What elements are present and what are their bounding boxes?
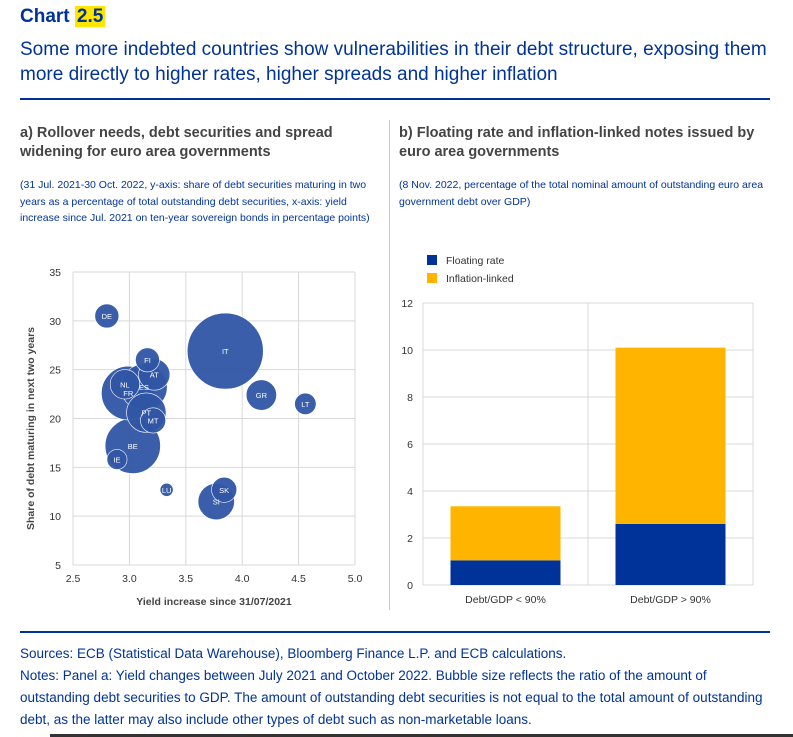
stacked-bar-chart: 0 2 4 6 8 10 12 Debt/GDP < 90% Debt/GDP > 90% Flo… [401, 255, 754, 606]
bubble-ie [106, 449, 128, 470]
bubble-label: AT [150, 371, 159, 380]
y-tick-label: 30 [49, 316, 61, 328]
panel-b-note: (8 Nov. 2022, percentage of the total no… [399, 179, 764, 208]
bar-inflation-linked-1 [450, 506, 561, 561]
y-tick-label: 20 [49, 414, 61, 426]
panel-b-title: b) Floating rate and inflation-linked no… [399, 125, 755, 160]
chart-headline: Some more indebted countries show vulner… [20, 39, 767, 85]
bubble-mt [140, 407, 166, 434]
bubble-label: NL [120, 380, 130, 389]
bubble-label: BE [128, 442, 138, 451]
x-tick-label: 2.5 [66, 573, 81, 585]
x-tick-label: Debt/GDP > 90% [630, 594, 711, 606]
footer-sources: Sources: ECB (Statistical Data Warehouse… [20, 646, 567, 661]
bubble-lt [294, 392, 317, 415]
panel-divider [389, 120, 390, 610]
legend-label: Floating rate [446, 255, 505, 267]
y-tick-label: 10 [401, 345, 413, 357]
y-tick-label: 0 [407, 580, 413, 592]
y-tick-label: 10 [49, 511, 61, 523]
chart-number: 2.5 [74, 6, 106, 27]
bar-floating-rate-1 [450, 560, 561, 585]
bar-inflation-linked-2 [615, 347, 726, 524]
x-tick-label: 4.0 [235, 573, 250, 585]
y-axis-title: Share of debt maturing in next two years [25, 327, 37, 530]
panel-a-note: (31 Jul. 2021-30 Oct. 2022, y-axis: shar… [20, 179, 370, 224]
bottom-edge [50, 734, 793, 737]
bubble-label: FR [123, 389, 134, 398]
legend-swatch [427, 255, 437, 265]
y-tick-label: 2 [407, 533, 413, 545]
y-tick-label: 4 [407, 486, 413, 498]
bubble-label: IE [113, 456, 120, 465]
bubble-label: ES [139, 383, 149, 392]
chart-label-text: Chart [20, 6, 70, 27]
x-axis-title: Yield increase since 31/07/2021 [136, 596, 292, 608]
x-tick-label: 4.5 [291, 573, 306, 585]
bubble-sk [211, 476, 238, 503]
bubble-label: FI [144, 356, 151, 365]
y-tick-label: 6 [407, 439, 413, 451]
x-tick-label: 5.0 [348, 573, 363, 585]
panel-a-title: a) Rollover needs, debt securities and s… [20, 125, 333, 160]
footer-rule [20, 631, 770, 633]
y-tick-label: 5 [55, 560, 61, 572]
chart-label: Chart 2.5 [20, 6, 106, 28]
bubble-label: SK [219, 486, 229, 495]
bar-floating-rate-2 [615, 523, 726, 585]
bubble-label: MT [148, 416, 159, 425]
bubble-label: DE [102, 312, 112, 321]
header-rule [20, 98, 770, 100]
bubble-label: LU [162, 486, 172, 495]
x-tick-label: 3.5 [178, 573, 193, 585]
bubble-nl [109, 369, 140, 400]
bubble-it [186, 312, 264, 390]
bubble-label: GR [256, 391, 268, 400]
y-tick-label: 35 [49, 267, 61, 279]
legend-swatch [427, 273, 437, 283]
bubble-label: PT [142, 409, 152, 418]
bubble-label: LT [301, 400, 310, 409]
footer: Sources: ECB (Statistical Data Warehouse… [20, 643, 780, 731]
y-tick-label: 25 [49, 365, 61, 377]
bubble-label: IT [222, 347, 229, 356]
bubble-gr [245, 379, 277, 411]
y-tick-label: 15 [49, 462, 61, 474]
bubble-label: SI [213, 498, 220, 507]
x-tick-label: Debt/GDP < 90% [465, 594, 546, 606]
bubble-chart: 2.5 3.0 3.5 4.0 4.5 5.0 5 10 15 20 25 30 35 Yield inc… [25, 267, 363, 608]
bubble-de [94, 303, 120, 329]
legend-label: Inflation-linked [446, 273, 514, 285]
x-tick-label: 3.0 [122, 573, 137, 585]
y-tick-label: 8 [407, 392, 413, 404]
footer-notes: Notes: Panel a: Yield changes between Ju… [20, 668, 763, 727]
y-tick-label: 12 [401, 298, 413, 310]
bubble-lu [159, 482, 174, 497]
bubble-fi [135, 347, 160, 373]
